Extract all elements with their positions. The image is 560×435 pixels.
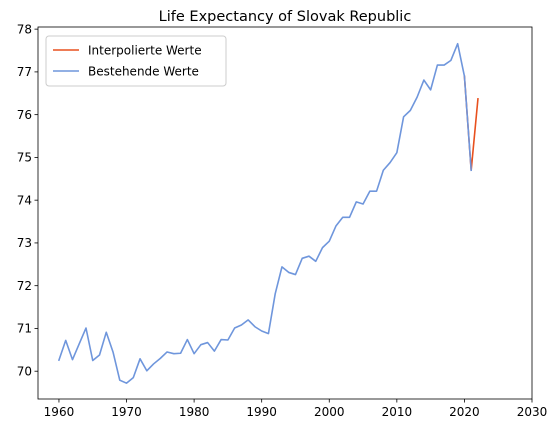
- x-tick-label: 2020: [449, 405, 480, 419]
- y-tick-label: 75: [17, 151, 32, 165]
- x-tick-label: 1980: [179, 405, 210, 419]
- legend-box: [45, 35, 227, 87]
- series-line-1: [463, 75, 479, 172]
- x-tick-label: 2000: [314, 405, 345, 419]
- legend-label: Interpolierte Werte: [88, 43, 202, 57]
- x-tick-label: 1990: [246, 405, 277, 419]
- chart-title: Life Expectancy of Slovak Republic: [159, 9, 412, 25]
- plot-frame: [37, 26, 533, 400]
- x-axis: 1960 1970 1980 1990 2000 2010 2020 2030: [44, 399, 548, 419]
- y-tick-label: 77: [17, 65, 32, 79]
- y-tick-label: 74: [17, 193, 32, 207]
- y-tick-label: 73: [17, 236, 32, 250]
- series-layer: [57, 42, 479, 384]
- y-axis: 70 71 72 73 74 75 76 77 78: [17, 22, 38, 379]
- y-tick-label: 76: [17, 108, 32, 122]
- x-tick-label: 1970: [111, 405, 142, 419]
- y-tick-label: 72: [17, 279, 32, 293]
- x-tick-label: 2030: [517, 405, 548, 419]
- x-tick-label: 2010: [382, 405, 413, 419]
- x-tick-label: 1960: [44, 405, 75, 419]
- y-tick-label: 71: [17, 322, 32, 336]
- y-tick-label: 70: [17, 365, 32, 379]
- legend-label: Bestehende Werte: [88, 64, 199, 78]
- y-tick-label: 78: [17, 22, 32, 36]
- legend: Interpolierte Werte Bestehende Werte: [45, 35, 227, 87]
- series-line-2: [57, 42, 473, 384]
